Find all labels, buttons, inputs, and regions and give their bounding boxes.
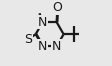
Text: S: S <box>24 33 32 46</box>
Text: N: N <box>38 40 47 53</box>
Text: N: N <box>52 40 61 53</box>
Text: N: N <box>38 16 47 29</box>
Text: O: O <box>52 1 62 14</box>
